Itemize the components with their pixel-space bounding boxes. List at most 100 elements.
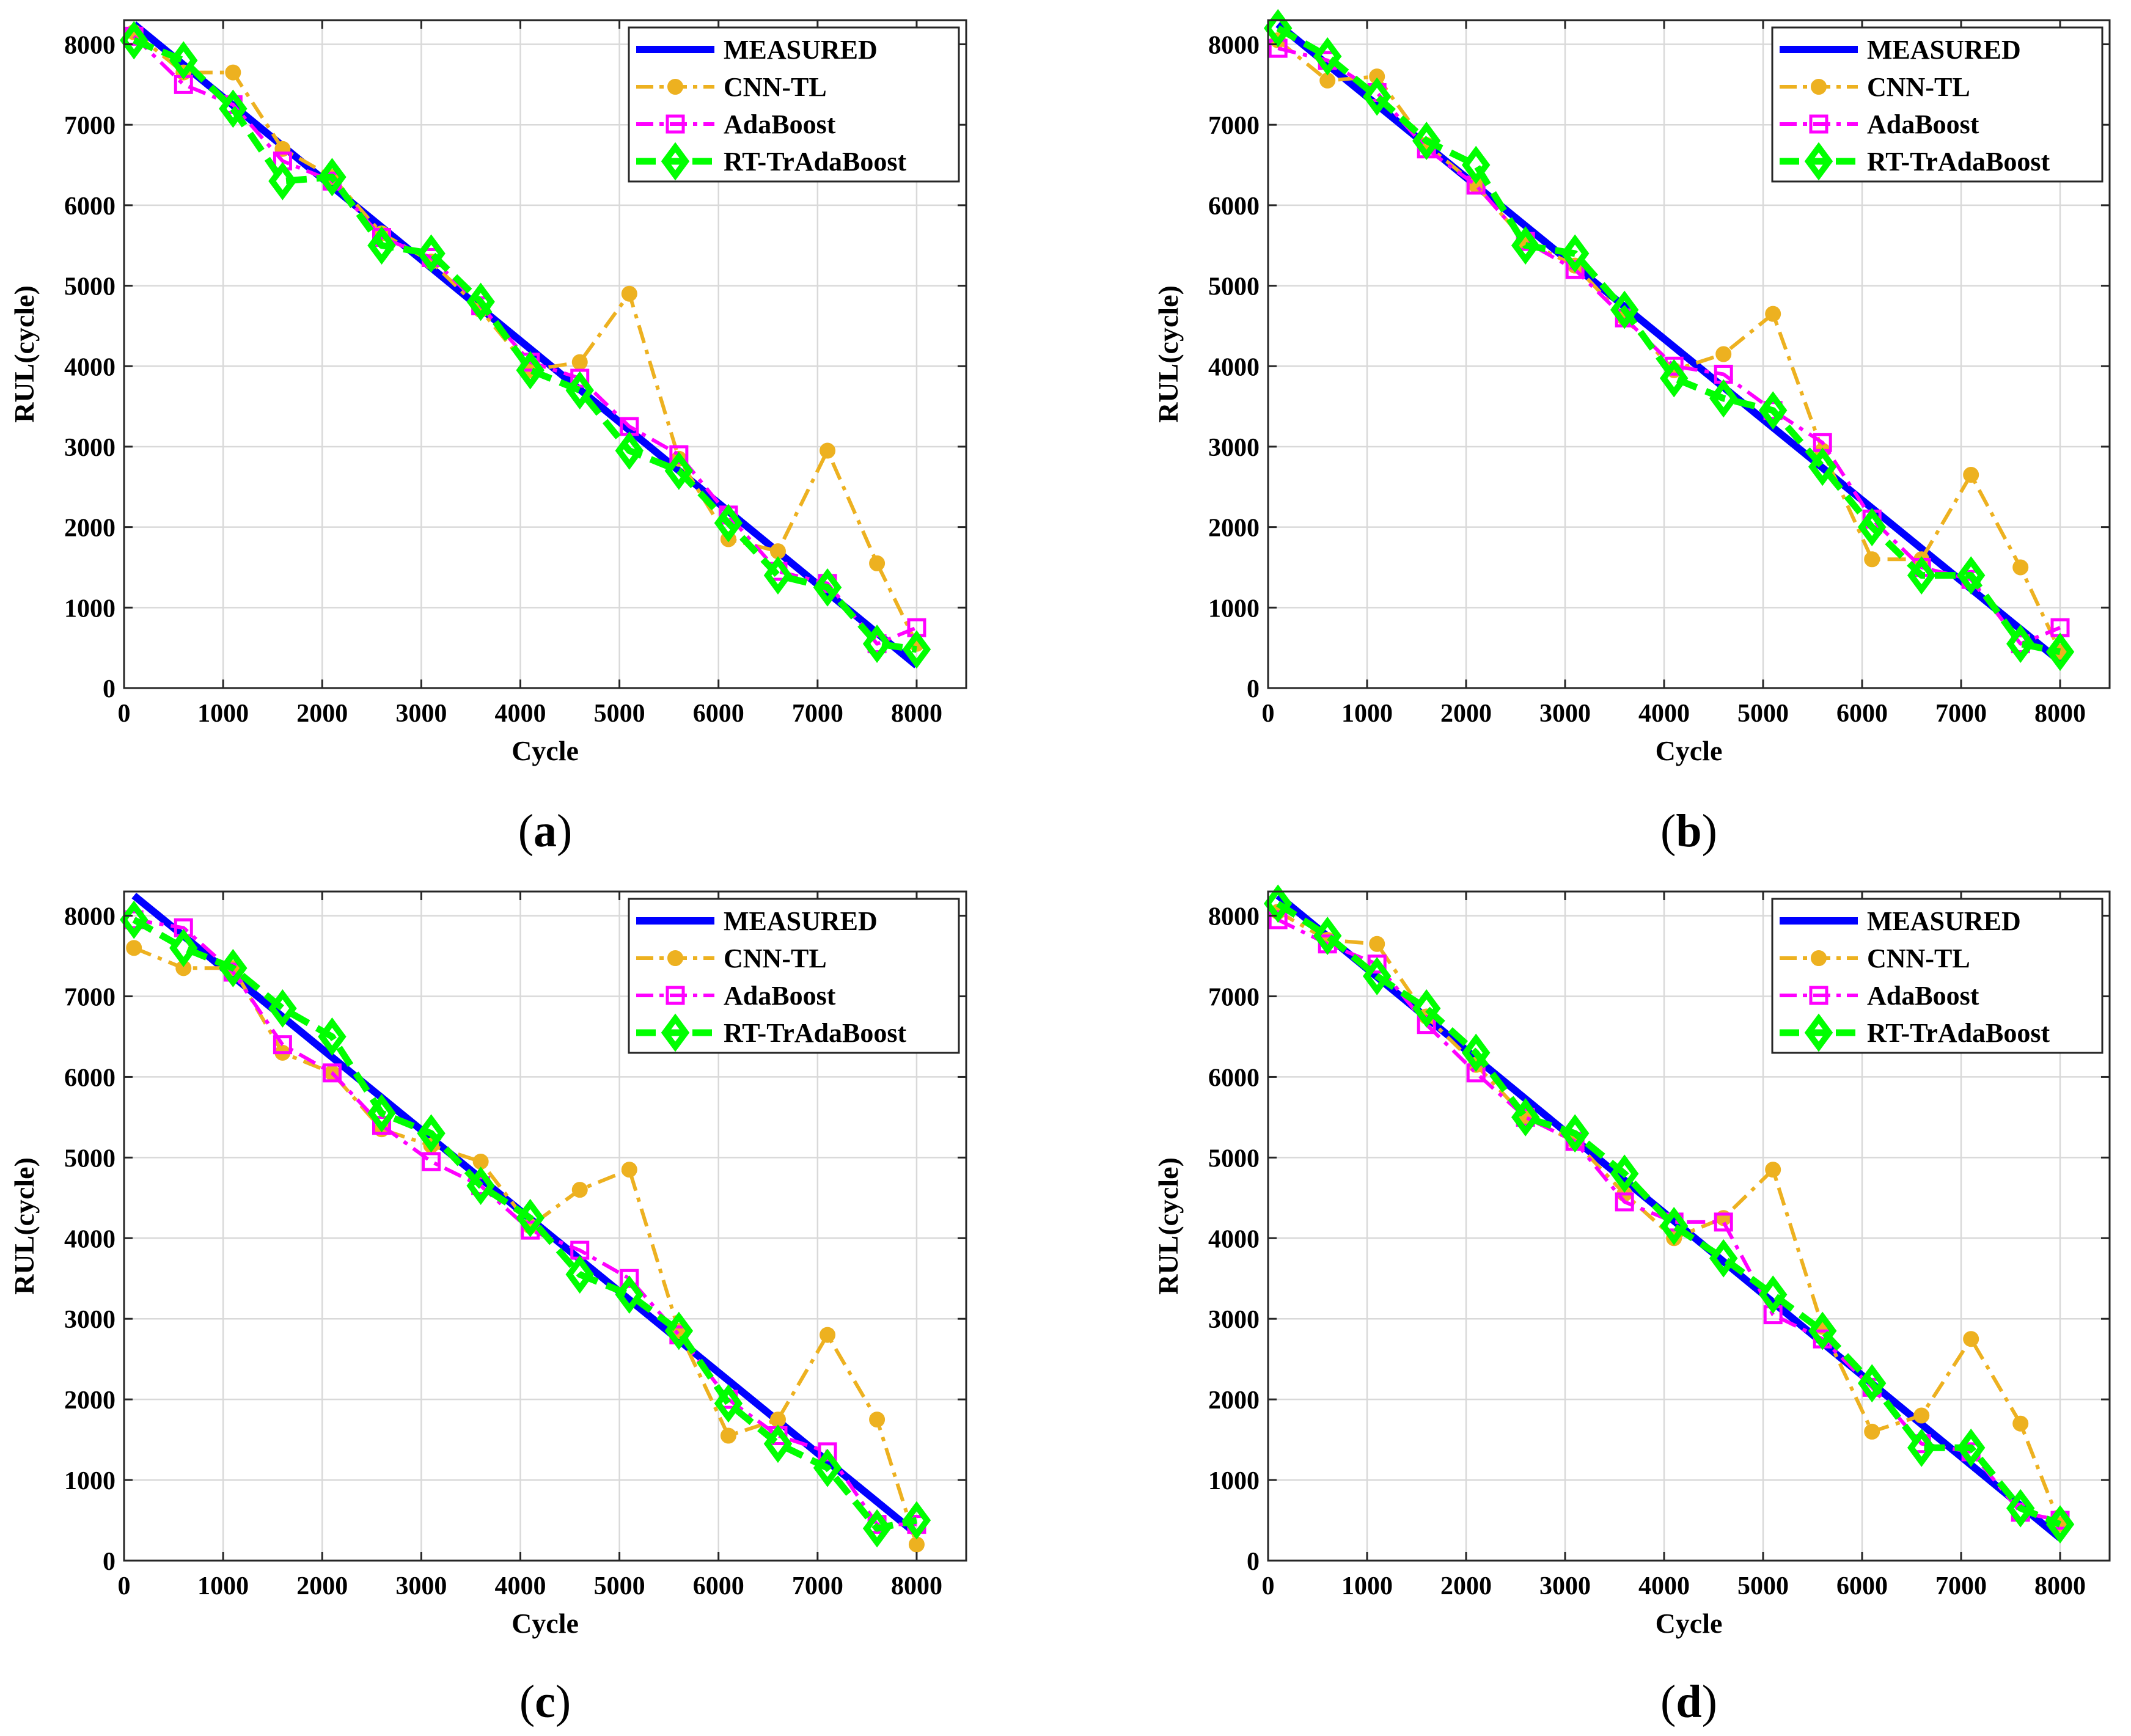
x-tick-label: 3000 [1539,700,1591,728]
y-tick-label: 8000 [1208,32,1260,60]
y-tick-label: 7000 [64,984,116,1012]
data-point [169,928,198,967]
axes-frame [123,19,967,689]
data-point [169,41,198,80]
legend-entry-adaboost: AdaBoost [724,981,836,1011]
data-point [1313,37,1342,76]
data-point [669,445,689,464]
data-point [869,555,886,571]
data-point [516,351,545,390]
y-tick-label: 2000 [1208,515,1260,543]
x-tick-label: 7000 [792,1572,843,1600]
x-axis-label: Cycle [512,735,579,766]
data-point [818,1442,837,1462]
data-point [1714,1212,1733,1232]
series-markers-rt-tradaboost [1263,884,2075,1544]
panel-label: (b) [1660,805,1717,857]
legend-entry-cnn-tl: CNN-TL [1867,72,1970,102]
axes-frame [123,890,967,1562]
y-tick-label: 0 [103,675,116,703]
legend-entry-measured: MEASURED [724,906,878,936]
data-point [1412,989,1441,1028]
data-point [1709,379,1738,418]
y-axis-label: RUL(cycle) [1153,1157,1184,1295]
data-point [1560,1114,1590,1153]
data-point [620,1269,639,1288]
legend-marker [661,1013,690,1052]
y-tick-label: 5000 [1208,273,1260,301]
data-point [126,940,142,956]
data-point [1461,145,1491,185]
data-point [1412,122,1441,160]
data-point [1511,226,1540,265]
x-tick-label: 0 [1262,1572,1275,1600]
legend-marker [666,114,685,134]
data-point [318,158,347,197]
x-tick-label: 4000 [1638,1572,1690,1600]
y-tick-label: 8000 [1208,903,1260,931]
y-axis-label: RUL(cycle) [9,1157,40,1295]
data-point [714,504,743,543]
legend-entry-measured: MEASURED [724,35,878,65]
series-lines [1263,884,2075,1544]
data-point [862,1509,892,1548]
y-tick-label: 6000 [1208,192,1260,221]
data-point [1615,1192,1634,1212]
legend-entry-measured: MEASURED [1867,35,2021,65]
y-tick-label: 7000 [1208,984,1260,1012]
series-line-adaboost [133,918,917,1526]
data-point [1808,447,1837,486]
data-point [1907,556,1936,595]
y-tick-label: 8000 [64,32,116,60]
x-tick-label: 4000 [1638,700,1690,728]
data-point [1709,1239,1738,1278]
data-point [869,1412,886,1428]
data-point [1268,910,1288,929]
y-axis-label: RUL(cycle) [1153,285,1184,423]
data-point [1765,1162,1781,1178]
data-point [1758,1275,1788,1314]
data-point [225,64,241,81]
data-point [1461,1033,1491,1072]
series-line-rt-tradaboost [1276,25,2061,656]
y-tick-label: 3000 [64,1306,116,1334]
data-point [367,1094,396,1133]
data-point [570,368,590,388]
x-tick-label: 1000 [1341,1572,1393,1600]
x-tick-label: 6000 [1836,1572,1888,1600]
y-tick-label: 4000 [1208,1225,1260,1253]
y-tick-label: 5000 [64,1145,116,1173]
data-point [322,1063,342,1083]
data-point [2006,624,2035,663]
legend-entry-adaboost: AdaBoost [1867,981,1979,1011]
x-tick-label: 5000 [1737,1572,1789,1600]
data-point [1963,467,1979,483]
y-tick-label: 8000 [64,903,116,931]
x-tick-label: 1000 [197,1572,249,1600]
data-point [1857,1364,1887,1403]
data-point [2012,1415,2029,1432]
x-tick-label: 2000 [1440,700,1492,728]
series-markers-rt-tradaboost [1263,9,2075,672]
y-tick-label: 3000 [64,434,116,462]
data-point [466,282,495,321]
x-tick-label: 3000 [395,700,447,728]
y-tick-label: 7000 [64,112,116,140]
data-point [1808,1311,1837,1350]
data-point [1610,290,1639,329]
legend-entry-adaboost: AdaBoost [724,109,836,139]
data-point [1857,508,1887,547]
data-point [2006,1489,2035,1528]
chart-panel-c: 0 1000 2000 3000 4000 5000 6000 7000 8000 0 1000 20… [9,890,967,1727]
panel-label: (c) [519,1676,571,1727]
legend-entry-cnn-tl: CNN-TL [724,72,827,102]
legend-marker [1804,142,1833,181]
data-point [565,1255,594,1294]
y-tick-label: 3000 [1208,434,1260,462]
data-point [714,1384,743,1423]
data-point [1758,391,1788,430]
data-point [1362,77,1392,116]
data-point [1956,1428,1986,1467]
x-tick-label: 7000 [1935,1572,1987,1600]
